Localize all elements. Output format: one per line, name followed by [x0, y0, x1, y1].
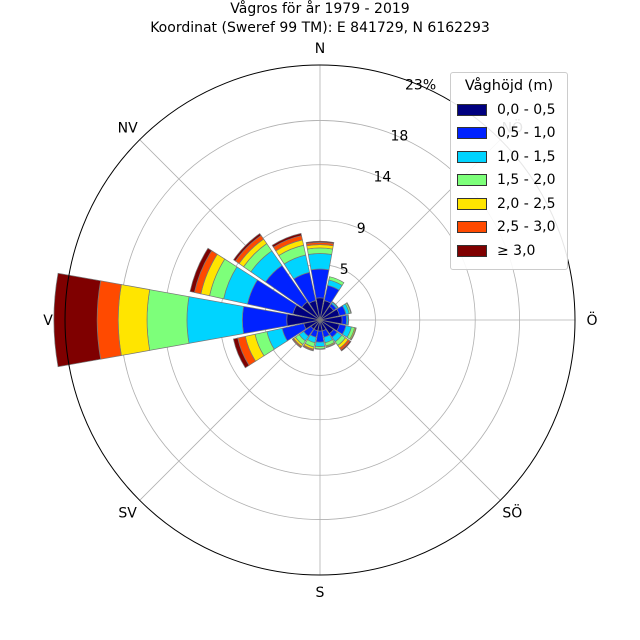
radial-tick-label: 18 — [390, 129, 408, 145]
bar-S-2 — [315, 342, 324, 347]
bar-Ö-3 — [348, 315, 349, 325]
legend-item: 0,0 - 0,5 — [457, 98, 561, 122]
bar-V-6 — [54, 273, 101, 367]
legend-swatch — [457, 174, 487, 186]
legend: Våghöjd (m) 0,0 - 0,5 0,5 - 1,0 1,0 - 1,5 1… — [450, 72, 568, 270]
bar-V-3 — [147, 290, 189, 351]
bar-N-2 — [308, 253, 331, 269]
legend-label: 0,0 - 0,5 — [497, 102, 555, 118]
radial-tick-label: 14 — [373, 170, 391, 186]
legend-title: Våghöjd (m) — [457, 78, 561, 94]
legend-swatch — [457, 151, 487, 163]
bar-Ö-1 — [342, 315, 347, 324]
legend-item: 1,5 - 2,0 — [457, 169, 561, 193]
radial-tick-label: 5 — [340, 262, 349, 278]
direction-label: SV — [118, 505, 137, 521]
direction-label: S — [316, 585, 325, 601]
legend-item: 0,5 - 1,0 — [457, 122, 561, 146]
radial-tick-label: 23% — [405, 77, 436, 93]
bar-S-4 — [315, 348, 325, 349]
legend-swatch — [457, 245, 487, 257]
radial-tick-label: 9 — [357, 221, 366, 237]
legend-label: ≥ 3,0 — [497, 243, 535, 259]
direction-label: N — [315, 41, 325, 57]
legend-swatch — [457, 198, 487, 210]
bar-N-3 — [307, 248, 332, 255]
grid-spoke — [320, 320, 500, 500]
legend-swatch — [457, 221, 487, 233]
direction-label: NV — [118, 121, 138, 137]
legend-label: 0,5 - 1,0 — [497, 125, 555, 141]
legend-label: 2,0 - 2,5 — [497, 196, 555, 212]
legend-swatch — [457, 127, 487, 139]
legend-label: 1,0 - 1,5 — [497, 149, 555, 165]
legend-label: 1,5 - 2,0 — [497, 172, 555, 188]
chart-subtitle: Koordinat (Sweref 99 TM): E 841729, N 61… — [0, 19, 640, 37]
legend-item: 2,0 - 2,5 — [457, 192, 561, 216]
bar-V-5 — [97, 281, 121, 359]
chart-title: Vågros för år 1979 - 2019 — [0, 0, 640, 18]
legend-item: ≥ 3,0 — [457, 239, 561, 263]
legend-label: 2,5 - 3,0 — [497, 219, 555, 235]
legend-item: 1,0 - 1,5 — [457, 145, 561, 169]
legend-item: 2,5 - 3,0 — [457, 216, 561, 240]
direction-label: Ö — [586, 311, 597, 329]
bar-V-2 — [187, 297, 244, 344]
direction-label: SÖ — [502, 503, 522, 521]
direction-label: V — [43, 313, 53, 329]
legend-swatch — [457, 104, 487, 116]
bar-V-4 — [118, 285, 150, 356]
